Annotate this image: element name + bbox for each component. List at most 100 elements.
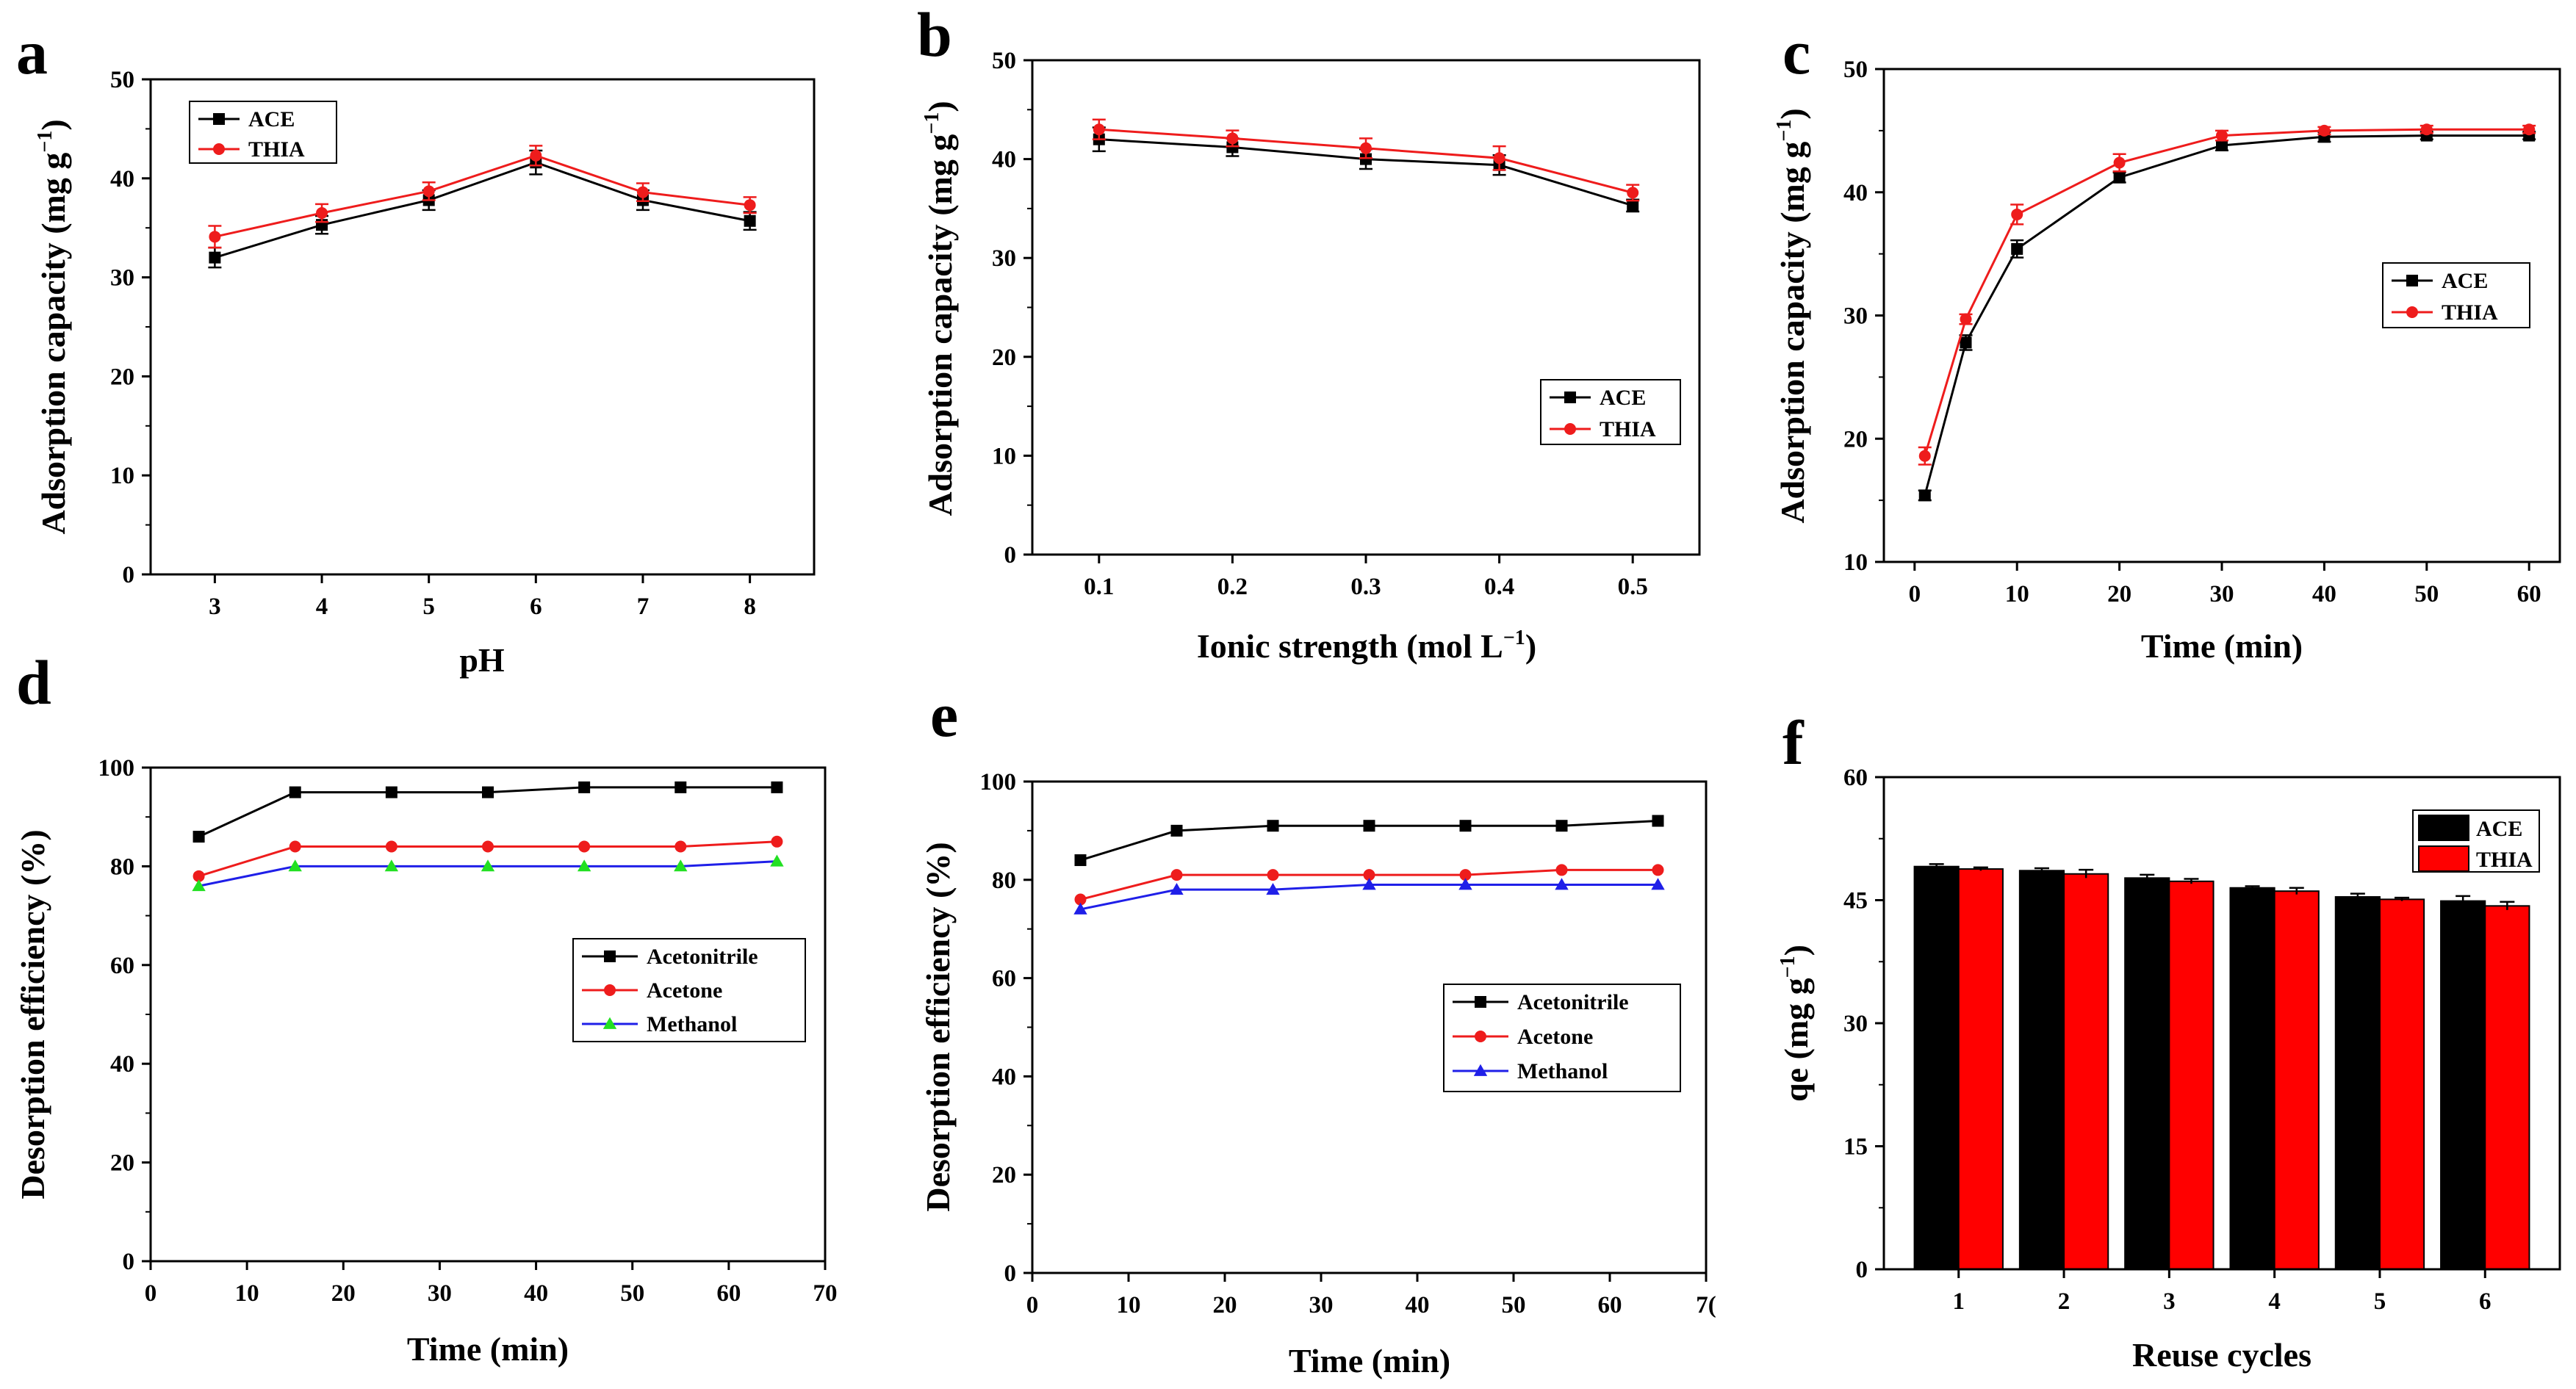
x-tick-label: 60 xyxy=(2517,581,2541,607)
panel-letter-b: b xyxy=(917,0,952,70)
legend-marker xyxy=(2406,275,2418,286)
y-axis-title-text: Adsorption capacity (mg g xyxy=(1774,142,1811,524)
legend-box xyxy=(2382,262,2530,328)
y-axis-title: Adsorption capacity (mg g−1) xyxy=(921,101,959,516)
data-point xyxy=(578,840,591,853)
bar xyxy=(2124,877,2170,1270)
y-axis-title: Adsorption capacity (mg g−1) xyxy=(1773,108,1811,523)
x-tick-label: 30 xyxy=(1309,1292,1334,1318)
y-axis-title-text: Adsorption capacity (mg g xyxy=(35,153,72,535)
series-acetonitrile xyxy=(193,781,783,843)
data-point xyxy=(2011,208,2023,220)
y-tick-label: 80 xyxy=(992,867,1016,894)
series-acetone xyxy=(193,835,783,882)
x-tick-label: 20 xyxy=(2107,581,2131,607)
x-tick-label: 60 xyxy=(1598,1292,1622,1318)
data-point xyxy=(1652,815,1664,827)
y-axis-title-sup: −1 xyxy=(34,131,57,153)
legend-marker xyxy=(213,143,225,155)
legend-swatch xyxy=(2418,845,2469,872)
data-point xyxy=(1170,824,1183,837)
series-ace xyxy=(1913,863,2486,1271)
chart-panel-b: 0 10 20 30 40 50 0.1 0.2 0.3 0.4 0.5 Ionic strength… xyxy=(921,48,1701,665)
data-point xyxy=(1226,132,1239,145)
y-tick-label: 40 xyxy=(110,166,134,192)
y-tick-label: 40 xyxy=(110,1051,134,1078)
series-line xyxy=(214,161,750,259)
data-point xyxy=(2011,242,2023,255)
legend-label: Acetone xyxy=(1517,1025,1593,1049)
y-tick-label: 0 xyxy=(123,1249,135,1275)
legend-marker xyxy=(1564,423,1576,435)
series-ace xyxy=(208,149,757,269)
x-tick-label: 60 xyxy=(716,1280,741,1307)
legend-label: ACE xyxy=(2476,817,2522,841)
data-point xyxy=(771,781,783,793)
y-tick-label: 40 xyxy=(992,1064,1016,1090)
y-tick-label: 10 xyxy=(992,443,1016,469)
y-tick-label: 10 xyxy=(1843,549,1868,576)
legend-label: Methanol xyxy=(1517,1059,1608,1083)
data-point xyxy=(1459,869,1472,881)
data-point xyxy=(385,840,397,853)
y-axis-title-sup: −1 xyxy=(1773,120,1796,142)
legend-label: THIA xyxy=(2476,848,2533,872)
x-tick-label: 7( xyxy=(1696,1292,1716,1318)
y-tick-label: 0 xyxy=(123,562,135,588)
data-point xyxy=(1555,864,1568,876)
data-point xyxy=(1360,153,1372,165)
legend-marker xyxy=(2406,306,2418,318)
y-axis-title-sup: −1 xyxy=(921,112,943,134)
series-thia xyxy=(1918,123,2536,466)
data-point xyxy=(1170,869,1183,881)
data-point xyxy=(289,840,301,853)
x-tick-label: 30 xyxy=(428,1280,452,1307)
data-point xyxy=(1266,882,1280,895)
data-point xyxy=(1627,199,1639,212)
x-tick-label: 6 xyxy=(2479,1288,2492,1315)
x-axis-title-text: Time (min) xyxy=(1289,1342,1450,1379)
legend-label: THIA xyxy=(2442,300,2498,325)
panel-letter-e: e xyxy=(930,679,958,750)
legend-label: ACE xyxy=(2442,269,2488,293)
data-point xyxy=(1093,123,1105,136)
legend-label: THIA xyxy=(248,137,305,162)
data-point xyxy=(1918,450,1931,462)
x-axis-title-text: Time (min) xyxy=(407,1330,569,1368)
y-tick-label: 30 xyxy=(1843,1011,1868,1037)
bar xyxy=(1913,865,1960,1270)
data-point xyxy=(578,781,591,793)
bar xyxy=(2168,880,2215,1270)
data-point xyxy=(193,870,205,882)
data-point xyxy=(482,840,494,853)
bar xyxy=(2378,898,2425,1270)
x-axis-title: Time (min) xyxy=(1289,1342,1450,1379)
bar xyxy=(2484,905,2530,1270)
x-tick-label: 5 xyxy=(422,594,435,620)
x-tick-label: 2 xyxy=(2058,1288,2070,1315)
data-point xyxy=(636,186,649,198)
y-axis-title-text: Desorption efficiency (%) xyxy=(14,829,51,1199)
bar xyxy=(2229,887,2275,1270)
x-tick-label: 7 xyxy=(637,594,650,620)
data-point xyxy=(1918,489,1931,502)
legend-label: ACE xyxy=(1600,386,1646,410)
data-point xyxy=(2113,156,2126,169)
x-tick-label: 1 xyxy=(1952,1288,1965,1315)
y-tick-label: 10 xyxy=(110,463,134,489)
data-point xyxy=(771,835,783,848)
data-point xyxy=(1073,902,1087,914)
data-point xyxy=(2216,140,2228,152)
bar xyxy=(2334,896,2381,1270)
chart-panel-d: 0 20 40 60 80 100 0 10 20 30 40 50 60 70 Time (min) Des… xyxy=(14,755,838,1368)
x-tick-label: 8 xyxy=(744,594,756,620)
y-axis-title-text: qe (mg g xyxy=(1777,978,1815,1102)
data-point xyxy=(482,786,494,798)
panel-letter-d: d xyxy=(16,647,51,718)
series-methanol xyxy=(192,854,784,892)
legend-marker xyxy=(1473,1064,1488,1076)
data-point xyxy=(1360,142,1372,154)
y-axis-title: Desorption efficiency (%) xyxy=(14,829,51,1199)
series-thia xyxy=(1957,866,2530,1271)
data-point xyxy=(530,149,542,162)
